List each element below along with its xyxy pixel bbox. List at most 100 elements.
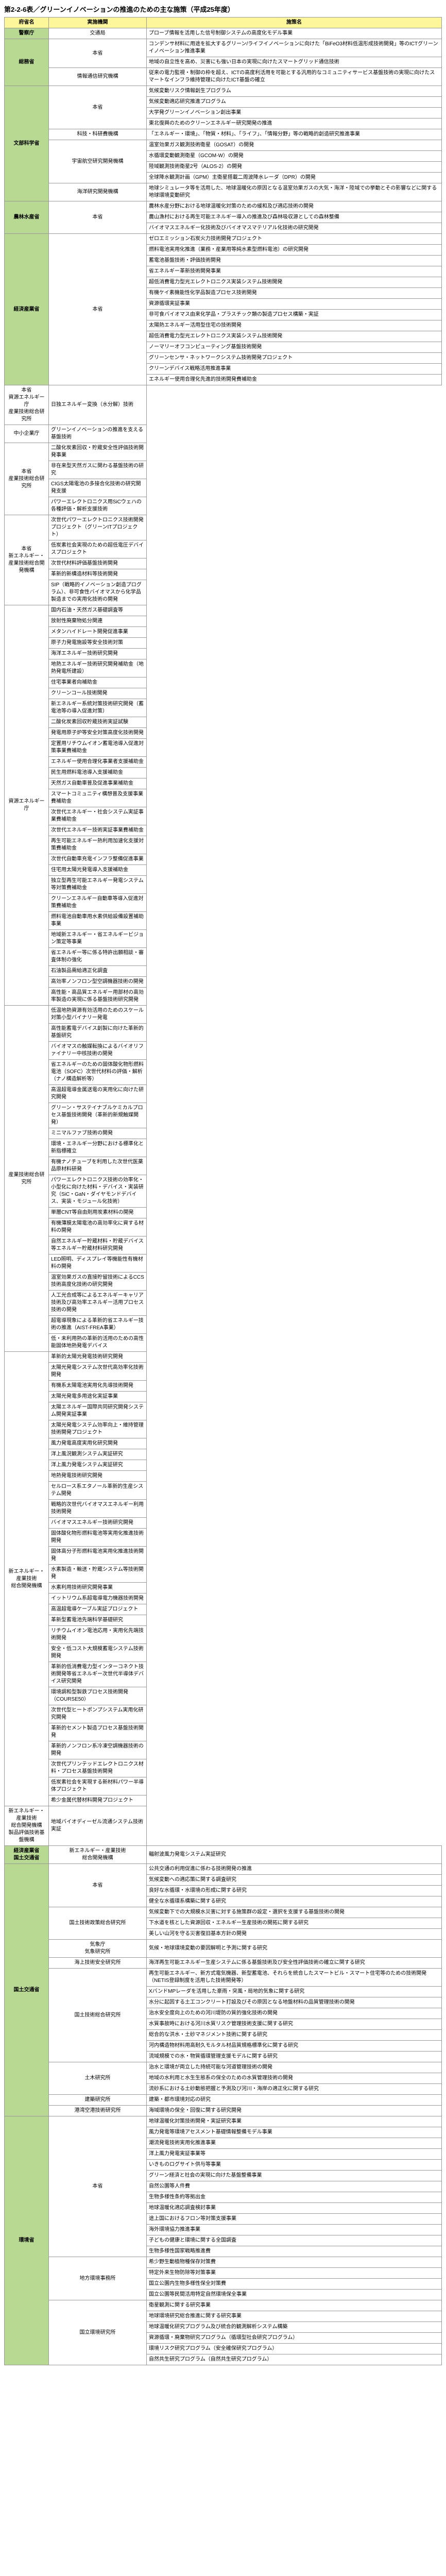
table-row: 超電導現象による革新的省エネルギー技術の推進（AIST-FREA事業） [5,1316,442,1334]
policy-cell: LED照明、ディスプレイ等機能性有機材料の開発 [49,1255,147,1273]
policy-cell: 次世代プリンテッドエレクトロニクス材料・プロセス基盤技術開発 [49,1759,147,1777]
org-cell: 本省資源エネルギー庁産業技術総合研究所 [5,385,49,425]
policy-cell: 良好な水循環・水環境の形成に関する研究 [147,1886,442,1896]
table-row: 安全・低コスト大規模蓄電システム技術開発 [5,1644,442,1662]
policy-cell: 太陽光発電システム次世代高効率化技術開発 [49,1363,147,1381]
policy-cell: 太陽光発電システム効率向上・維持管理技術開発プロジェクト [49,1420,147,1438]
agency-cell: 総務省 [5,39,49,86]
table-row: 放射性廃棄物処分関連 [5,616,442,627]
policy-cell: 水素利用技術研究開発事業 [49,1583,147,1594]
org-cell: 本省 [49,234,147,385]
table-row: 次世代型ヒートポンプシステム実用化研究開発 [5,1705,442,1723]
policy-cell: 超低消費電力型光エレクトロニクス実装システム技術開発 [147,277,442,288]
policy-cell: 固体高分子形燃料電池実用化推進技術開発 [49,1547,147,1565]
table-row: 情報通信研究機構従来の電力監視・制御の枠を超え、ICTの高度利活用を可能とする汎… [5,68,442,86]
agency-cell: 国土交通省 [5,1864,49,2116]
table-row: 次世代エネルギー・社会システム実証事業費補助金 [5,807,442,825]
policy-cell: 超電導現象による革新的省エネルギー技術の推進（AIST-FREA事業） [49,1316,147,1334]
policy-cell: 総合的な洪水・土砂マネジメント技術に関する研究 [147,2030,442,2041]
table-row: 地熱発電技術研究開発 [5,1471,442,1482]
policy-cell: 建築・都市環境対応の研究 [147,2095,442,2106]
table-row: 風力発電高度実用化研究開発 [5,1438,442,1449]
table-row: 発電用原子炉等安全対策高度化技術開発 [5,728,442,739]
table-row: 再生可能エネルギー熱利用加速化支援対策費補助金 [5,836,442,854]
policy-cell: 農林水産分野における地球温暖化対策のための緩和及び適応技術の開発 [147,201,442,212]
policy-cell: 環境リスク研究プログラム（安全確保研究プログラム） [147,2344,442,2354]
policy-cell: 気候変動下での大規模水災害に対する施策群の設定・選択を支援する基盤技術の開発 [147,1907,442,1918]
policy-cell: 革新的低消費電力型インターコネクト技術開発等省エネルギー次世代半導体デバイス研究… [49,1662,147,1687]
policy-cell: 農山漁村における再生可能エネルギー導入の推進及び森林吸収源としての森林整備 [147,212,442,223]
policy-cell: 二酸化炭素回収・貯蔵安全性評価技術開発事業 [49,443,147,461]
policy-cell: パワーエレクトロニクス技術の効率化・小型化に向けた材料・デバイス・実装研究（Si… [49,1175,147,1208]
table-row: ミニマルファブ技術の開発 [5,1128,442,1139]
policy-cell: 風力発電等環境アセスメント基礎情報整備モデル事業 [147,2127,442,2138]
policy-cell: 住宅事業者向補助金 [49,677,147,688]
policy-cell: ノーマリーオフコンピューティング基盤技術開発 [147,342,442,353]
table-row: 次世代エネルギー技術実証事業費補助金 [5,825,442,836]
table-row: 建築研究所建築・都市環境対応の研究 [5,2095,442,2106]
policy-cell: 国立公園等民間活用特定自然環境保全事業 [147,2290,442,2300]
policy-cell: 風力発電高度実用化研究開発 [49,1438,147,1449]
table-row: 本省資源エネルギー庁産業技術総合研究所日独エネルギー変換（水分解）技術 [5,385,442,425]
policy-cell: グリーン経済と社会の実現に向けた基盤整備事業 [147,2171,442,2181]
table-row: 洋上風力発電システム実証研究 [5,1460,442,1471]
policy-cell: 高性能・高品質エネルギー用部材の高効率製造の実現に係る基盤技術研究開発 [49,988,147,1006]
table-row: 低炭素社会を実現する新材料パワー半導体プロジェクト [5,1777,442,1795]
table-row: イットリウム系超電導電力機器技術開発 [5,1594,442,1604]
org-cell: 本省新エネルギー・産業技術総合開発機構 [5,515,49,605]
agency-cell: 警察庁 [5,28,49,39]
policy-cell: 気候・地球環境変動の要因解明と予測に関する研究 [147,1940,442,1958]
policy-cell: 地球温暖化研究プログラム及び統合的観測解析システム構築 [147,2322,442,2333]
table-row: 資源エネルギー庁国内石油・天然ガス基礎調査等 [5,605,442,616]
policy-cell: 二酸化炭素回収貯蔵技術実証試験 [49,717,147,728]
policy-table: 府省名 実施機関 施策名 警察庁交通局プローブ情報を活用した信号制御システムの高… [4,17,442,2365]
policy-cell: 潮流発電技術実用化推進事業 [147,2138,442,2149]
policy-cell: 河内構造物材料用高耐久モルタル材品質規格標準化に関する研究 [147,2041,442,2052]
table-row: 経済産業省国土交通省新エネルギー・産業技術総合開発機構輻射波風力発電システム実証… [5,1846,442,1864]
table-row: 自然エネルギー貯蔵材料・貯蔵デバイス等エネルギー貯蔵材料研究開発 [5,1236,442,1255]
table-row: 国立環境研究所衛星観測に関する研究事業 [5,2300,442,2311]
policy-cell: 太陽エネルギー国際共同研究開発システム開発実証事業 [49,1402,147,1420]
policy-cell: 治水安全度向上のための河川堤防の質的強化技術の開発 [147,2008,442,2019]
table-row: 中小企業庁グリーンイノベーションの推進を支える基盤技術 [5,425,442,443]
policy-cell: クリーンデバイス戦略活用推進事業 [147,364,442,375]
policy-cell: 途上国におけるフロン等対策支援事業 [147,2214,442,2225]
policy-cell: 流砂系における土砂動態把握と予測及び河川・海岸の適正化に関する研究 [147,2084,442,2095]
policy-cell: プローブ情報を活用した信号制御システムの高度化モデル事業 [147,28,442,39]
table-row: 高性能蓄電デバイス創製に向けた革新的基盤研究 [5,1024,442,1042]
policy-cell: バイオマスエネルギー化技術及びバイオマスマテリアル化技術の研究開発 [147,223,442,234]
table-row: 科技・科研費機構「エネルギー・環境」、「物質・材料」、「ライフ」、「情報分野」等… [5,129,442,140]
policy-cell: 省エネルギーのための固体酸化物形燃料電池（SOFC）次世代材料の評価・解析（ナノ… [49,1060,147,1085]
table-row: CIGS太陽電池の多接合化技術の研究開発支援 [5,479,442,497]
policy-cell: コンデンサ材料に用途を拡大するグリーン/ライフイノベーションに向けた「BiFeO… [147,39,442,57]
policy-cell: 革新的ノンフロン系冷凍空調機器技術の開発 [49,1741,147,1759]
table-row: クリーンコール技術開発 [5,688,442,699]
table-row: SIP（戦略的イノベーション創造プログラム）、非可食性バイオマスから化学品製造ま… [5,580,442,605]
policy-cell: 生物多様性国家戦略推進費 [147,2246,442,2257]
policy-cell: 地球シミュレータ等を活用した、地球温暖化の原因となる温室効果ガスの大気・海洋・陸… [147,183,442,201]
org-cell: 新エネルギー・産業技術総合開発機構 [49,1846,147,1864]
table-row: 環境省本省地球温暖化対策技術開発・実証研究事業 [5,2116,442,2127]
table-row: 次世代プリンテッドエレクトロニクス材料・プロセス基盤技術開発 [5,1759,442,1777]
table-row: 海洋研究開発機構地球シミュレータ等を活用した、地球温暖化の原因となる温室効果ガス… [5,183,442,201]
table-row: エネルギー使用合理化事業者支援補助金 [5,757,442,768]
table-row: 環境・エネルギー分野における標準化と新指標確立 [5,1139,442,1157]
table-row: 警察庁交通局プローブ情報を活用した信号制御システムの高度化モデル事業 [5,28,442,39]
policy-cell: 海域環境の保全・回復に関する研究開発 [147,2106,442,2116]
policy-cell: 新エネルギー系統対策技術研究開発（蓄電池等の導入促進対策） [49,699,147,717]
policy-cell: 次世代型ヒートポンプシステム実用化研究開発 [49,1705,147,1723]
table-row: 省エネルギー等に係る特許出願相談・審査体制の強化 [5,948,442,966]
policy-cell: 全球降水観測計画（GPM）主衛星搭載二周波降水レーダ（DPR）の開発 [147,173,442,183]
table-row: 太陽光発電システム効率向上・維持管理技術開発プロジェクト [5,1420,442,1438]
policy-cell: 有機薄膜太陽電池の高効率化に資する材料の開発 [49,1218,147,1236]
org-cell: 交通局 [49,28,147,39]
table-row: パワーエレクトロニクス技術の効率化・小型化に向けた材料・デバイス・実装研究（Si… [5,1175,442,1208]
org-cell: 本省産業技術総合研究所 [5,443,49,515]
policy-cell: セルロース系エタノール革新的生産システム開発 [49,1482,147,1500]
table-title: 第2-2-6表／グリーンイノベーションの推進のための主な施策（平成25年度） [4,4,442,14]
policy-cell: 放射性廃棄物処分関連 [49,616,147,627]
table-row: 石油製品需給適正化調査 [5,966,442,977]
policy-cell: 気候変動への適応策に関する調査研究 [147,1875,442,1886]
policy-cell: 希少金属代替材料開発プロジェクト [49,1795,147,1806]
table-row: 地方環境事務所希少野生動植物種保存対策費 [5,2257,442,2268]
